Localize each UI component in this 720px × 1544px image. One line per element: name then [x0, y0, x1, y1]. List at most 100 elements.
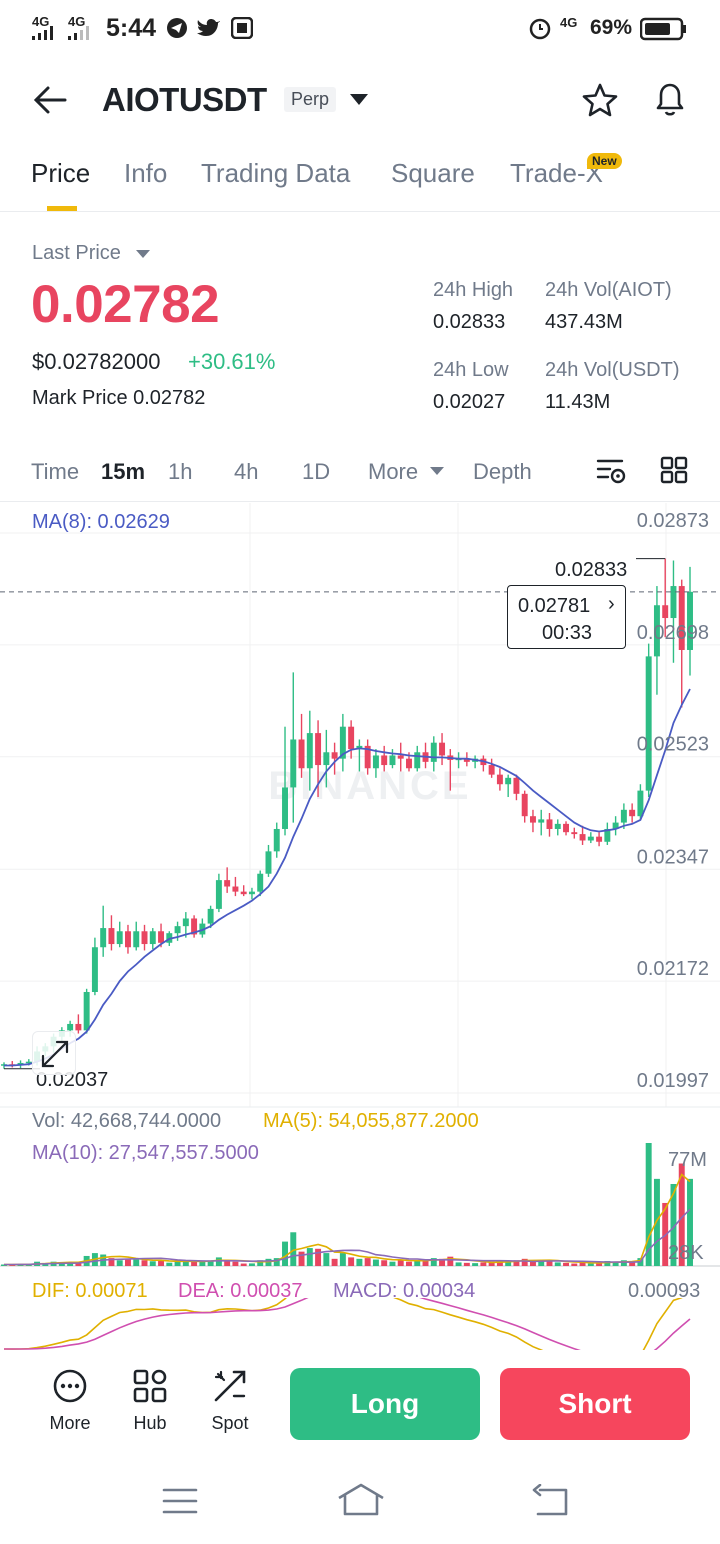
- dif-legend: DIF: 0.00071: [32, 1280, 148, 1302]
- bottom-action-bar: More Hub Spot Long Short: [0, 1350, 720, 1460]
- volume-bar: [372, 1259, 379, 1266]
- volume-bar: [199, 1261, 206, 1266]
- candle-body: [182, 918, 189, 927]
- dif-line: [3, 1298, 683, 1350]
- clock: 5:44: [106, 14, 157, 42]
- notification-app-icon: [231, 17, 253, 39]
- candle-body: [348, 726, 355, 750]
- spot-button[interactable]: Spot: [195, 1368, 265, 1434]
- volume-bar: [339, 1253, 346, 1266]
- candle-body: [273, 828, 280, 852]
- volume-bar: [273, 1258, 280, 1266]
- volume-bar: [323, 1253, 330, 1266]
- volume-bar: [108, 1258, 115, 1266]
- kline-chart[interactable]: BINANCE 0.028730.026980.025230.023470.02…: [0, 503, 720, 1350]
- volume-bar: [356, 1258, 363, 1266]
- candle-body: [414, 752, 421, 769]
- candle-body: [100, 928, 107, 948]
- candle-body: [463, 758, 470, 762]
- back-nav-icon[interactable]: [530, 1484, 570, 1518]
- symbol-title[interactable]: AIOTUSDT: [102, 81, 267, 118]
- candle-body: [215, 880, 222, 909]
- current-price-tag[interactable]: 0.02781 › 00:33: [507, 585, 626, 649]
- vol-base-value: 437.43M: [545, 311, 623, 333]
- high-marker-label: 0.02833: [555, 559, 628, 581]
- interval-1h[interactable]: 1h: [168, 459, 193, 484]
- interval-1d[interactable]: 1D: [302, 459, 331, 484]
- caret-down-icon[interactable]: [136, 250, 150, 259]
- short-button[interactable]: Short: [500, 1368, 690, 1440]
- chart-settings-icon[interactable]: [596, 457, 628, 485]
- tab-trading-data[interactable]: Trading Data: [201, 158, 351, 188]
- layout-grid-icon[interactable]: [660, 456, 688, 484]
- volume-ma5-legend: MA(5): 54,055,877.2000: [263, 1110, 479, 1132]
- volume-bar: [397, 1259, 404, 1266]
- expand-icon: [41, 1040, 69, 1068]
- candle-body: [75, 1023, 82, 1031]
- interval-more[interactable]: More: [368, 459, 419, 484]
- caret-down-icon[interactable]: [350, 94, 368, 106]
- hub-grid-icon: [133, 1369, 167, 1403]
- interval-time[interactable]: Time: [31, 459, 80, 484]
- volume-bar: [166, 1262, 173, 1266]
- volume-bar: [480, 1262, 487, 1266]
- long-button[interactable]: Long: [290, 1368, 480, 1440]
- back-arrow-icon[interactable]: [32, 85, 68, 115]
- candle-body: [257, 873, 264, 892]
- candles: [1, 558, 693, 1069]
- candle-body: [67, 1023, 74, 1031]
- menu-recents-icon[interactable]: [162, 1486, 198, 1516]
- price-axis-label: 0.02172: [637, 958, 709, 980]
- candle-body: [637, 790, 644, 817]
- fullscreen-button[interactable]: [32, 1031, 76, 1075]
- hub-button[interactable]: Hub: [115, 1368, 185, 1434]
- candle-body: [290, 739, 297, 788]
- tab-square[interactable]: Square: [391, 158, 475, 188]
- candle-body: [83, 991, 90, 1031]
- volume-bar: [604, 1260, 611, 1266]
- volume-bar: [563, 1262, 569, 1266]
- candle-body: [125, 931, 131, 948]
- tab-price[interactable]: Price: [31, 158, 91, 188]
- candle-body: [224, 880, 231, 887]
- volume-bar: [554, 1262, 561, 1266]
- candle-body: [496, 774, 503, 785]
- candle-body: [406, 758, 412, 769]
- home-icon[interactable]: [336, 1482, 386, 1518]
- price-axis-label: 0.02873: [637, 510, 709, 532]
- volume-bar: [538, 1260, 545, 1266]
- interval-15m[interactable]: 15m: [101, 459, 146, 484]
- volume-bar: [248, 1263, 255, 1266]
- macd-axis-label: 0.00093: [628, 1280, 701, 1302]
- volume-bar: [158, 1260, 165, 1266]
- more-button[interactable]: More: [35, 1368, 105, 1434]
- vol-base-label: 24h Vol(AIOT): [545, 279, 672, 301]
- last-price-label[interactable]: Last Price: [32, 242, 121, 264]
- candle-body: [108, 928, 115, 945]
- volume-bar: [513, 1260, 520, 1266]
- candle-body: [207, 908, 214, 924]
- interval-depth[interactable]: Depth: [473, 459, 532, 484]
- chevron-right-icon: ›: [608, 593, 615, 615]
- candle-body: [620, 809, 627, 823]
- price-axis-label: 0.02523: [637, 734, 709, 756]
- candle-body: [678, 586, 685, 650]
- dea-line: [4, 1298, 691, 1350]
- volume-bar: [215, 1257, 222, 1266]
- hub-label: Hub: [133, 1413, 167, 1433]
- volume-bar: [463, 1262, 470, 1266]
- signal-label-2: 4G: [68, 14, 86, 29]
- bell-alert-icon[interactable]: [652, 80, 688, 118]
- interval-4h[interactable]: 4h: [234, 459, 259, 484]
- volume-bar: [629, 1261, 636, 1266]
- tab-info[interactable]: Info: [124, 158, 168, 188]
- volume-bar: [381, 1260, 388, 1266]
- candle-countdown: 00:33: [542, 622, 593, 644]
- caret-down-icon[interactable]: [430, 467, 444, 476]
- volume-bar: [620, 1260, 627, 1266]
- chart-area[interactable]: BINANCE 0.02873 0.02698 0.02523 0.02347 0.02…: [0, 503, 720, 1350]
- last-price-value: 0.02782: [31, 275, 220, 334]
- candle-body: [240, 891, 247, 895]
- candle-body: [141, 931, 148, 945]
- star-favorite-icon[interactable]: [582, 83, 618, 117]
